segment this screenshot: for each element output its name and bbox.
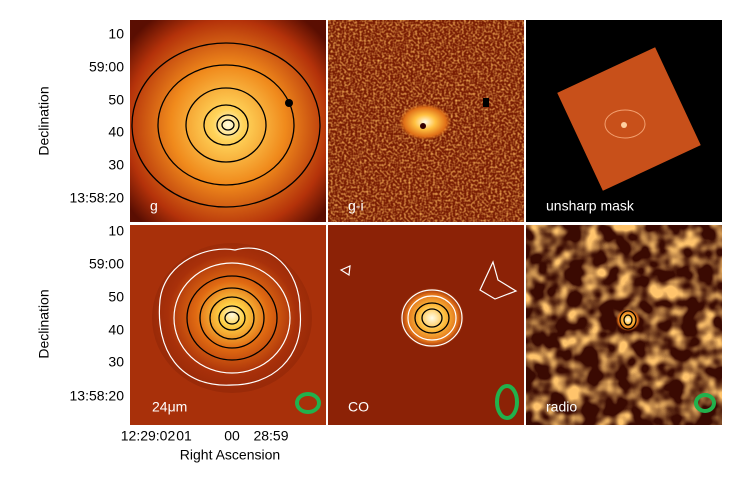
y-tick-label: 40 <box>108 322 124 338</box>
panel-label: g-i <box>348 198 364 214</box>
y-tick-label: 13:58:20 <box>70 190 125 206</box>
y-axis-label: Declination <box>36 289 52 358</box>
x-tick-label: 00 <box>224 428 240 444</box>
panel: unsharp mask <box>526 20 722 222</box>
y-tick-label: 50 <box>108 289 124 305</box>
panel-label: radio <box>546 399 577 415</box>
panel: radio <box>526 225 722 425</box>
x-tick-label: 28:59 <box>253 428 288 444</box>
panel: 24μm <box>130 225 326 425</box>
panel-label: 24μm <box>152 399 187 415</box>
y-tick-label: 10 <box>108 223 124 239</box>
panel-label: unsharp mask <box>546 198 635 214</box>
y-tick-label: 10 <box>108 26 124 42</box>
x-axis-label: Right Ascension <box>180 447 280 463</box>
panel-label: CO <box>348 399 369 415</box>
y-tick-label: 50 <box>108 92 124 108</box>
y-tick-label: 59:00 <box>89 256 124 272</box>
panel: g <box>130 20 326 222</box>
panel: g-i <box>328 20 524 222</box>
y-tick-label: 59:00 <box>89 59 124 75</box>
y-tick-label: 30 <box>108 157 124 173</box>
panel: CO <box>328 225 524 425</box>
y-tick-label: 30 <box>108 354 124 370</box>
y-tick-label: 13:58:20 <box>70 388 125 404</box>
panel-label: g <box>150 198 158 214</box>
y-axis-label: Declination <box>36 86 52 155</box>
y-tick-label: 40 <box>108 124 124 140</box>
x-tick-label: 12:29:02 <box>121 428 176 444</box>
x-tick-label: 01 <box>176 428 192 444</box>
